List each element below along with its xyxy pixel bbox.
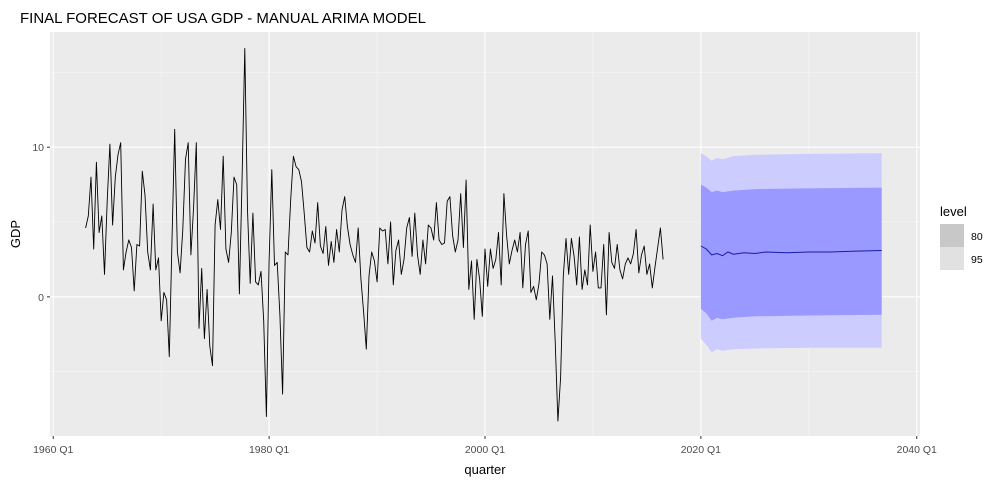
history-series-line bbox=[85, 48, 664, 422]
legend-label-80: 80 bbox=[971, 231, 983, 243]
x-tick-label: 1980 Q1 bbox=[249, 444, 289, 456]
x-tick-label: 2000 Q1 bbox=[465, 444, 505, 456]
legend-key-80 bbox=[940, 224, 964, 247]
legend-title: level bbox=[940, 204, 967, 219]
x-tick-label: 1960 Q1 bbox=[33, 444, 73, 456]
x-tick-label: 2020 Q1 bbox=[681, 444, 721, 456]
series-lines bbox=[85, 48, 882, 422]
axis-ticks: 1960 Q1 1980 Q1 2000 Q1 2020 Q1 2040 Q1 0 10 bbox=[32, 142, 937, 456]
grid-lines bbox=[50, 32, 920, 436]
x-tick-label: 2040 Q1 bbox=[897, 444, 937, 456]
forecast-mean-line bbox=[700, 245, 882, 257]
chart-title: FINAL FORECAST OF USA GDP - MANUAL ARIMA… bbox=[20, 10, 426, 27]
y-tick-label: 0 bbox=[38, 292, 44, 304]
legend: level 80 95 bbox=[940, 204, 983, 270]
legend-label-95: 95 bbox=[971, 254, 983, 266]
y-tick-label: 10 bbox=[32, 142, 44, 154]
y-axis-title: GDP bbox=[8, 220, 23, 248]
x-axis-title: quarter bbox=[464, 462, 506, 477]
legend-key-95 bbox=[940, 247, 964, 270]
